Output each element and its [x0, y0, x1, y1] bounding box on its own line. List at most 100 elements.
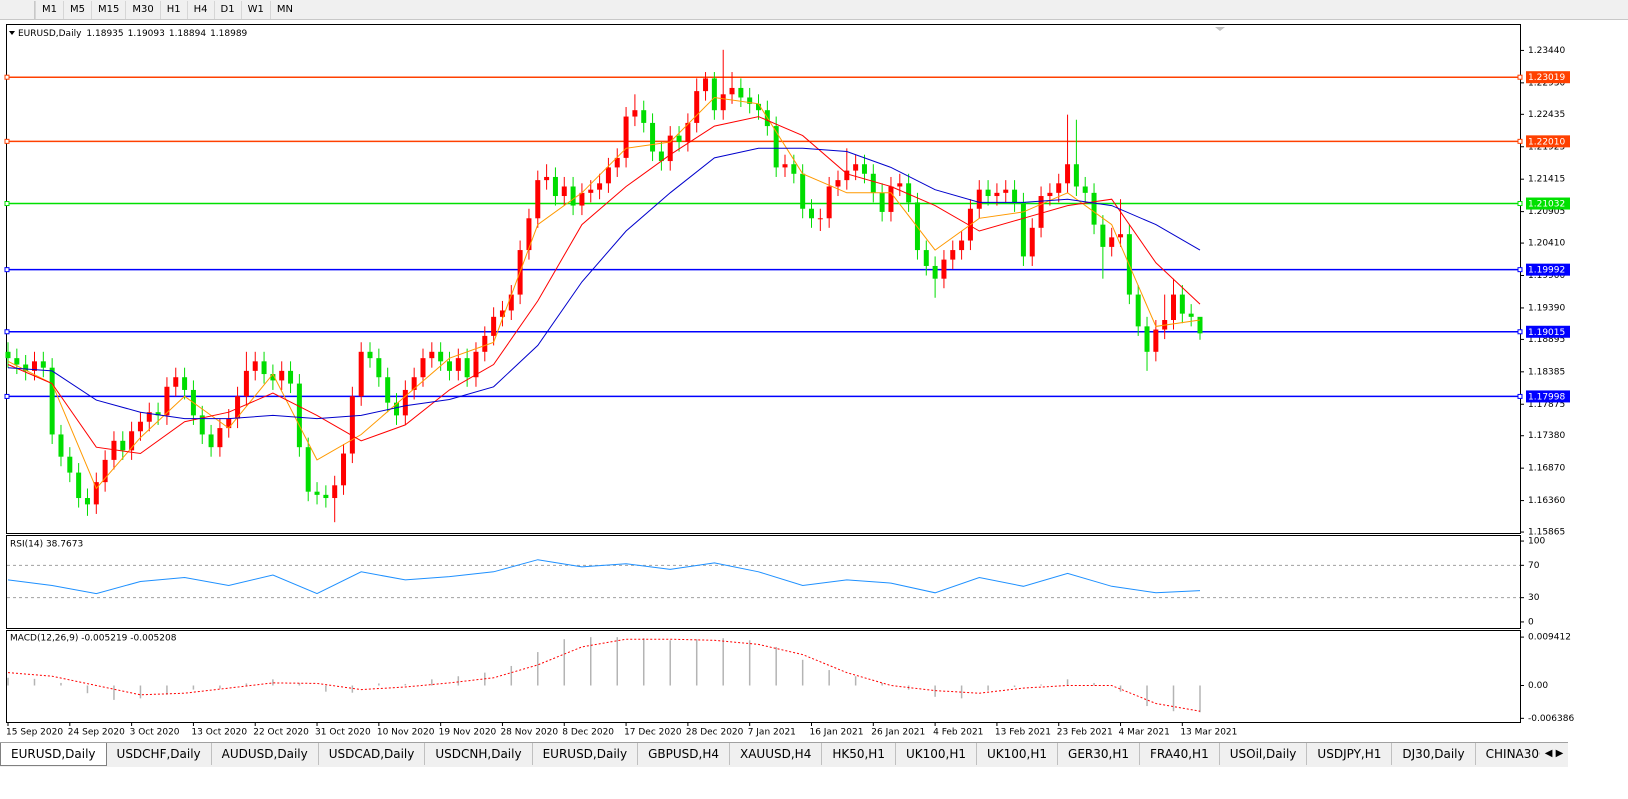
level-marker — [4, 138, 10, 144]
candle-body — [923, 250, 929, 266]
symbol-tab[interactable]: GER30,H1 — [1058, 743, 1140, 765]
timeframe-button[interactable]: H4 — [186, 0, 214, 19]
timeframe-button[interactable]: H1 — [159, 0, 187, 19]
level-marker — [1517, 74, 1523, 80]
candle-body — [888, 186, 894, 212]
candle-body — [579, 192, 585, 206]
candle-body — [482, 335, 488, 352]
x-tick-label: 4 Feb 2021 — [933, 728, 983, 738]
level-label-box — [1526, 390, 1570, 403]
level-marker — [4, 74, 10, 80]
timeframe-button[interactable]: MN — [269, 0, 299, 19]
y-tick-label: 1.23440 — [1528, 46, 1565, 56]
symbol-tab[interactable]: EURUSD,Daily — [533, 743, 639, 765]
candle-body — [941, 259, 947, 279]
tab-scroll[interactable]: ◀ ▶ — [1540, 744, 1568, 764]
level-marker — [1517, 267, 1523, 273]
chart-header: EURUSD,Daily 1.18935 1.19093 1.18894 1.18989 — [18, 29, 248, 39]
symbol-tab[interactable]: EURUSD,Daily — [0, 743, 107, 766]
candle-body — [385, 377, 391, 403]
y-tick-label: 0.009412 — [1528, 633, 1571, 643]
symbol-tab[interactable]: AUDUSD,Daily — [212, 743, 319, 765]
symbol-tab[interactable]: USOil,Daily — [1220, 743, 1308, 765]
candle-body — [23, 364, 29, 371]
candle-body — [826, 186, 832, 219]
symbol-tab[interactable]: USDCAD,Daily — [319, 743, 426, 765]
symbol-tab[interactable]: FRA40,H1 — [1140, 743, 1220, 765]
candle-body — [296, 383, 302, 448]
timeframe-button[interactable]: M5 — [63, 0, 91, 19]
y-tick-label: 1.18385 — [1528, 367, 1565, 377]
symbol-tab[interactable]: UK100,H1 — [977, 743, 1059, 765]
candle-body — [235, 396, 241, 419]
candle-body — [932, 265, 938, 279]
candle-body — [429, 351, 435, 359]
symbol-tab[interactable]: XAUUSD,H4 — [730, 743, 823, 765]
candle-body — [711, 78, 717, 111]
symbol-tab[interactable]: USDCNH,Daily — [425, 743, 533, 765]
level-marker — [4, 393, 10, 399]
toolbar-icons — [0, 0, 35, 19]
candle-body — [1065, 164, 1071, 184]
candle-body — [499, 310, 505, 317]
symbol-tab[interactable]: HK50,H1 — [822, 743, 896, 765]
candle-body — [720, 94, 726, 111]
timeframe-button[interactable]: M15 — [91, 0, 125, 19]
candle-body — [146, 412, 152, 422]
candle-body — [288, 370, 294, 384]
indicator-line — [7, 559, 1201, 595]
y-tick-label: -0.006386 — [1528, 714, 1574, 724]
timeframe-button[interactable]: W1 — [240, 0, 270, 19]
candle-body — [959, 240, 965, 251]
candle-body — [773, 126, 779, 168]
symbol-tab[interactable]: USDJPY,H1 — [1307, 743, 1393, 765]
candle-body — [853, 164, 859, 171]
x-tick-label: 22 Oct 2020 — [253, 728, 309, 738]
level-label: 1.21032 — [1528, 200, 1565, 210]
timeframe-button[interactable]: M1 — [35, 0, 63, 19]
candle-body — [1188, 313, 1194, 317]
candle-body — [658, 151, 664, 162]
y-tick-label: 1.17380 — [1528, 431, 1565, 441]
candle-body — [597, 183, 603, 190]
candle-body — [1047, 192, 1053, 197]
candle-body — [155, 412, 161, 416]
y-tick-label: 0 — [1528, 617, 1534, 627]
candle-body — [411, 377, 417, 390]
x-tick-label: 8 Dec 2020 — [562, 728, 614, 738]
candle-body — [1056, 183, 1062, 193]
timeframe-button[interactable]: D1 — [213, 0, 241, 19]
chart-title: EURUSD,Daily — [18, 29, 82, 39]
candle-body — [1091, 192, 1097, 225]
level-label: 1.17998 — [1528, 392, 1565, 402]
symbol-tab[interactable]: UK100,H1 — [896, 743, 977, 765]
shift-marker — [1215, 27, 1225, 31]
x-tick-label: 13 Feb 2021 — [995, 728, 1051, 738]
level-label: 1.23019 — [1528, 73, 1565, 83]
macd-panel — [6, 630, 1521, 723]
candle-body — [491, 316, 497, 336]
y-tick-label: 1.16360 — [1528, 496, 1565, 506]
symbol-tab[interactable]: DJ30,Daily — [1392, 743, 1476, 765]
candle-body — [243, 370, 249, 397]
y-tick-label: 1.22930 — [1528, 78, 1565, 88]
candle-body — [349, 396, 355, 454]
y-tick-label: 1.15865 — [1528, 528, 1565, 538]
x-tick-label: 28 Dec 2020 — [686, 728, 744, 738]
symbol-tab[interactable]: USDCHF,Daily — [107, 743, 212, 765]
candle-body — [332, 485, 338, 499]
level-marker — [4, 267, 10, 273]
candle-body — [376, 358, 382, 378]
symbol-tab[interactable]: GBPUSD,H4 — [638, 743, 730, 765]
level-label: 1.22010 — [1528, 137, 1565, 147]
candle-body — [40, 361, 46, 368]
level-marker — [1517, 138, 1523, 144]
candle-body — [1179, 294, 1185, 314]
candle-body — [861, 164, 867, 174]
candle-body — [552, 176, 558, 197]
candle-body — [137, 421, 143, 432]
candle-body — [1082, 186, 1088, 193]
timeframe-button[interactable]: M30 — [125, 0, 159, 19]
candle-body — [561, 186, 567, 197]
x-tick-label: 3 Oct 2020 — [130, 728, 180, 738]
